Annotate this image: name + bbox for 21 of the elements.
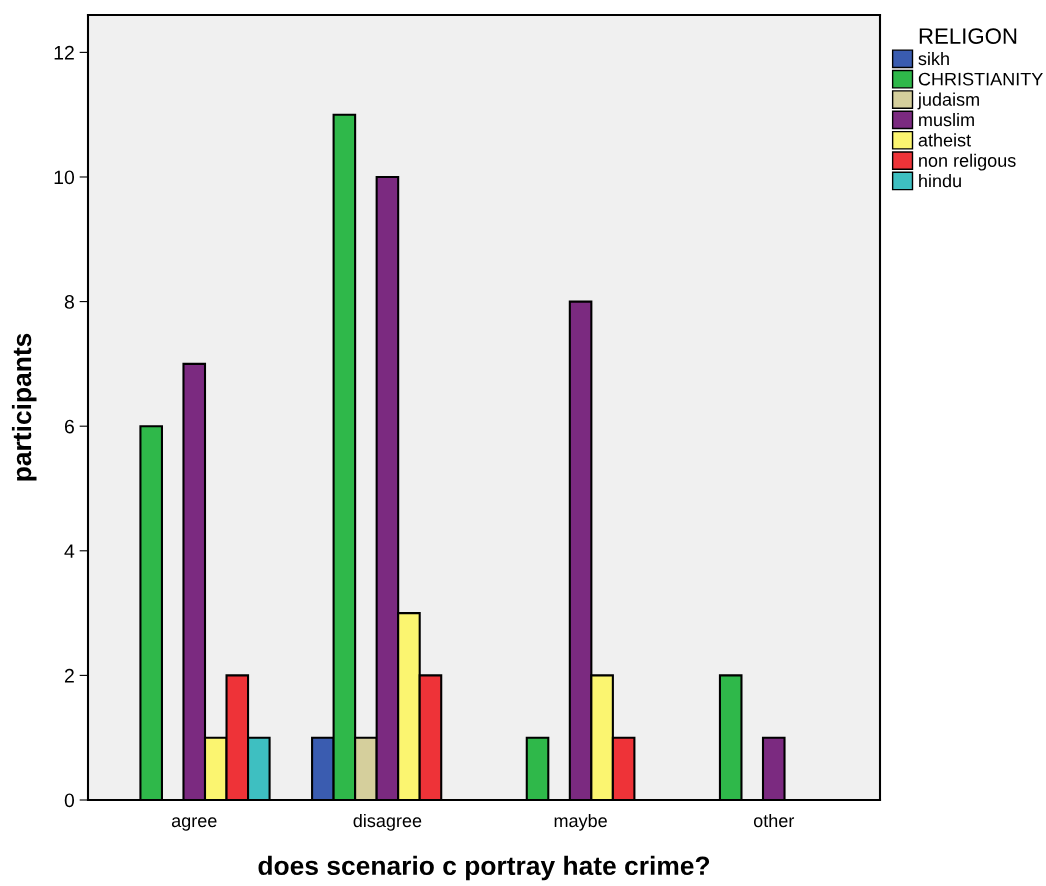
x-tick-label: other (753, 813, 795, 828)
y-tick-label: 6 (64, 419, 74, 434)
legend-label: CHRISTIANITY (918, 72, 1043, 86)
x-tick-label: agree (171, 817, 217, 831)
legend-label: muslim (919, 112, 974, 127)
x-axis-title: does scenario c portray hate crime? (258, 855, 710, 881)
y-tick-label: 4 (64, 544, 75, 558)
y-tick-label: 8 (64, 295, 74, 309)
x-tick-label: maybe (554, 813, 607, 831)
y-tick-label: 12 (54, 45, 74, 60)
x-tick-label: disagree (353, 813, 422, 831)
y-axis-title: participants (11, 333, 37, 481)
y-tick-label: 0 (64, 793, 75, 808)
y-tick-label: 2 (64, 668, 74, 683)
legend-label: hindu (919, 174, 961, 188)
legend-title: RELIGON (919, 28, 1017, 44)
legend-label: atheist (918, 133, 971, 147)
y-tick-label: 10 (54, 170, 75, 185)
legend-label: non religous (919, 153, 1016, 171)
legend-label: sikh (918, 51, 949, 66)
legend-label: judaism (917, 92, 979, 110)
